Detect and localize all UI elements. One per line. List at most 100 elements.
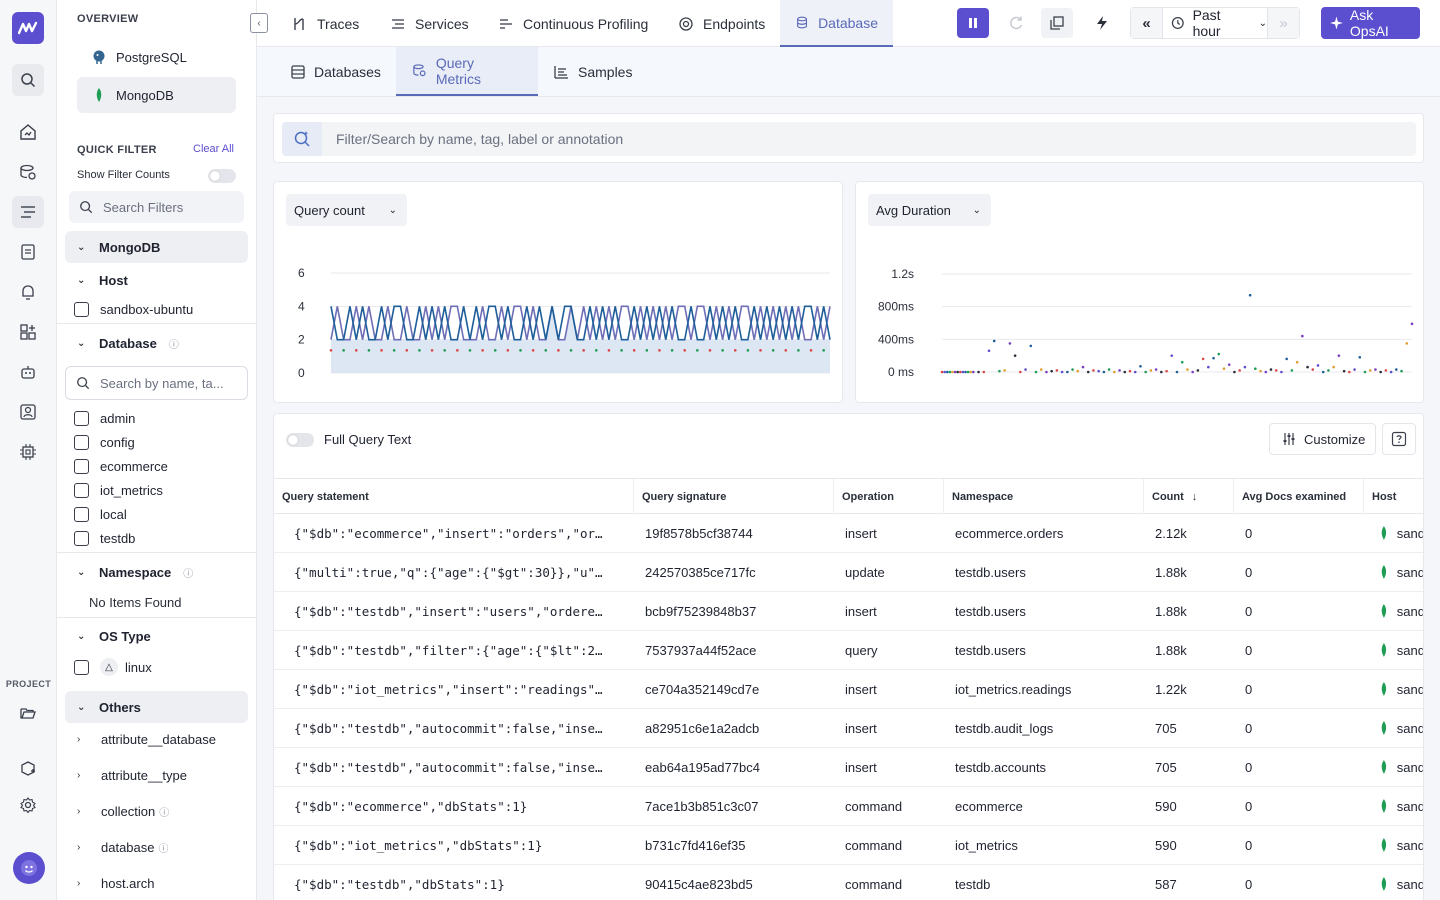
user-monitoring-icon[interactable] xyxy=(12,396,44,428)
column-header-avg-docs[interactable]: Avg Docs examined xyxy=(1234,479,1364,514)
option-label: sandbox-ubuntu xyxy=(100,301,194,317)
sort-arrow-icon[interactable]: ↓ xyxy=(1191,490,1198,503)
column-header-namespace[interactable]: Namespace xyxy=(944,479,1144,514)
checkbox[interactable] xyxy=(74,458,89,474)
filter-option-database[interactable]: admin xyxy=(74,407,135,429)
column-header-count[interactable]: Count ↓ xyxy=(1144,479,1234,514)
collapse-sidebar-icon[interactable]: ‹ xyxy=(250,13,268,33)
full-query-text-toggle[interactable] xyxy=(286,432,314,447)
time-range-dropdown[interactable]: Past hour ⌄ xyxy=(1163,7,1267,39)
db-item-postgresql[interactable]: PostgreSQL xyxy=(77,39,236,75)
filter-option-database[interactable]: iot_metrics xyxy=(74,479,163,501)
quick-actions-button[interactable] xyxy=(1086,8,1118,38)
help-button[interactable] xyxy=(1382,423,1416,455)
column-header-query-statement[interactable]: Query statement xyxy=(274,479,634,514)
data-point xyxy=(992,339,996,343)
section-mongodb[interactable]: ⌄ MongoDB xyxy=(65,231,248,263)
host-cell: sand xyxy=(1379,787,1423,825)
tab-services[interactable]: Services xyxy=(390,0,469,47)
settings-icon[interactable] xyxy=(12,789,44,821)
full-query-text-label: Full Query Text xyxy=(324,432,412,447)
user-avatar[interactable] xyxy=(13,852,45,884)
tab-endpoints[interactable]: Endpoints xyxy=(678,0,765,47)
section-os-type[interactable]: ⌄ OS Type xyxy=(65,620,248,652)
attribute-row[interactable]: › database ⓘ xyxy=(77,840,169,855)
table-row[interactable]: {"$db":"testdb","filter":{"age":{"$lt":2… xyxy=(274,631,1423,670)
filter-option-os[interactable]: △ linux xyxy=(74,656,152,678)
filter-search-input[interactable]: Filter/Search by name, tag, label or ann… xyxy=(282,122,1416,156)
checkbox[interactable] xyxy=(74,659,89,675)
attribute-row[interactable]: › host.arch xyxy=(77,876,154,891)
ask-opsai-button[interactable]: Ask OpsAI xyxy=(1321,7,1420,39)
customize-button[interactable]: Customize xyxy=(1269,423,1376,455)
db-item-mongodb[interactable]: MongoDB xyxy=(77,77,236,113)
compare-button[interactable] xyxy=(1041,8,1073,38)
pause-button[interactable] xyxy=(957,8,989,38)
checkbox[interactable] xyxy=(74,506,89,522)
dashboards-icon[interactable] xyxy=(12,316,44,348)
filter-option-database[interactable]: testdb xyxy=(74,527,135,549)
tab-continuous-profiling[interactable]: Continuous Profiling xyxy=(498,0,648,47)
bot-icon[interactable] xyxy=(12,356,44,388)
table-row[interactable]: {"$db":"testdb","autocommit":false,"inse… xyxy=(274,709,1423,748)
checkbox[interactable] xyxy=(74,410,89,426)
checkbox[interactable] xyxy=(74,434,89,450)
table-row[interactable]: {"$db":"ecommerce","insert":"orders","or… xyxy=(274,514,1423,553)
infrastructure-icon[interactable] xyxy=(12,156,44,188)
table-row[interactable]: {"$db":"iot_metrics","dbStats":1} b731c7f… xyxy=(274,826,1423,865)
column-header-host[interactable]: Host xyxy=(1364,479,1423,514)
show-filter-counts-toggle[interactable] xyxy=(208,169,236,183)
refresh-button[interactable] xyxy=(1000,8,1032,38)
app-logo-icon[interactable] xyxy=(12,12,44,44)
chip-icon[interactable] xyxy=(12,436,44,468)
clear-all-link[interactable]: Clear All xyxy=(193,143,234,155)
checkbox[interactable] xyxy=(74,482,89,498)
tab-traces[interactable]: Traces xyxy=(292,0,359,47)
search-filters-input[interactable]: Search Filters xyxy=(69,191,244,223)
table-row[interactable]: {"multi":true,"q":{"age":{"$gt":30}},"u"… xyxy=(274,553,1423,592)
database-search-input[interactable]: Search by name, ta... xyxy=(65,366,248,400)
avg-duration-selector[interactable]: Avg Duration ⌄ xyxy=(868,194,991,226)
logs-icon[interactable] xyxy=(12,236,44,268)
attribute-row[interactable]: › attribute__type xyxy=(77,768,187,783)
table-row[interactable]: {"$db":"testdb","autocommit":false,"inse… xyxy=(274,748,1423,787)
checkbox[interactable] xyxy=(74,301,89,317)
data-point xyxy=(945,370,949,374)
table-row[interactable]: {"$db":"ecommerce","dbStats":1} 7ace1b3b8… xyxy=(274,787,1423,826)
section-host[interactable]: ⌄ Host xyxy=(65,264,248,296)
search-icon[interactable] xyxy=(12,64,44,96)
section-database[interactable]: ⌄ Database ⓘ xyxy=(65,327,248,359)
time-back-button[interactable]: « xyxy=(1131,8,1163,38)
query-count-selector[interactable]: Query count ⌄ xyxy=(286,194,407,226)
alerts-icon[interactable] xyxy=(12,276,44,308)
folder-icon[interactable] xyxy=(12,697,44,729)
subtab-samples[interactable]: Samples xyxy=(554,47,632,96)
time-range-selector[interactable]: « Past hour ⌄ » xyxy=(1130,7,1300,39)
attribute-row[interactable]: › collection ⓘ xyxy=(77,804,169,819)
column-header-query-signature[interactable]: Query signature xyxy=(634,479,834,514)
checkbox[interactable] xyxy=(74,530,89,546)
apm-icon[interactable] xyxy=(12,196,44,228)
table-row[interactable]: {"$db":"iot_metrics","insert":"readings"… xyxy=(274,670,1423,709)
tab-database[interactable]: Database xyxy=(780,0,893,47)
table-row[interactable]: {"$db":"testdb","insert":"users","ordere… xyxy=(274,592,1423,631)
filter-option-database[interactable]: ecommerce xyxy=(74,455,168,477)
subtab-databases[interactable]: Databases xyxy=(291,47,381,96)
double-chevron-left-icon: « xyxy=(1142,14,1151,32)
data-point xyxy=(557,349,560,352)
data-point xyxy=(1144,370,1147,374)
query-signature-cell: 19f8578b5cf38744 xyxy=(645,525,753,541)
section-others[interactable]: ⌄ Others xyxy=(65,691,248,723)
section-namespace[interactable]: ⌄ Namespace ⓘ xyxy=(65,556,248,588)
avg-docs-cell: 0 xyxy=(1245,837,1253,853)
home-icon[interactable] xyxy=(12,116,44,148)
filter-option-database[interactable]: config xyxy=(74,431,135,453)
subtab-query-metrics[interactable]: Query Metrics xyxy=(396,47,538,96)
filter-option-host[interactable]: sandbox-ubuntu xyxy=(74,298,193,320)
time-forward-button[interactable]: » xyxy=(1267,8,1299,38)
attribute-row[interactable]: › attribute__database xyxy=(77,732,216,747)
table-row[interactable]: {"$db":"testdb","dbStats":1} 90415c4ae823… xyxy=(274,865,1423,900)
integrations-icon[interactable] xyxy=(12,753,44,785)
filter-option-database[interactable]: local xyxy=(74,503,127,525)
column-header-operation[interactable]: Operation xyxy=(834,479,944,514)
